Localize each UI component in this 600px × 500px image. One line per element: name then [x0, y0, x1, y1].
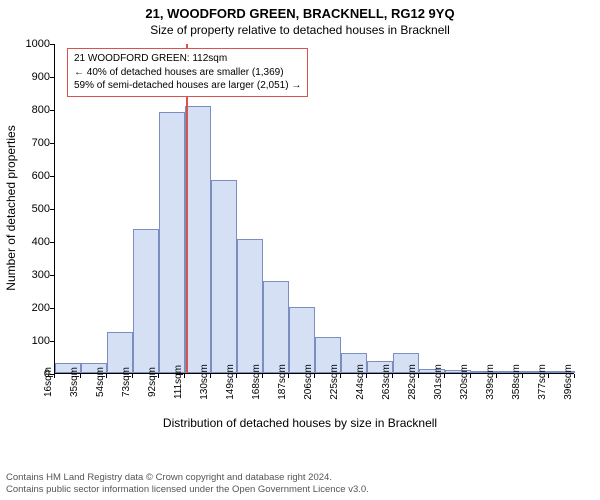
histogram-bar [211, 180, 237, 373]
info-line-1: 21 WOODFORD GREEN: 112sqm [74, 52, 301, 66]
x-axis-label: Distribution of detached houses by size … [0, 416, 600, 430]
y-tick-label: 800 [10, 104, 50, 116]
x-tick-label: 130sqm [199, 364, 210, 400]
histogram-bar [237, 239, 263, 373]
x-tick-label: 282sqm [407, 364, 418, 400]
histogram-bar [159, 112, 185, 373]
info-line-2: ← 40% of detached houses are smaller (1,… [74, 66, 301, 80]
y-tick-label: 600 [10, 170, 50, 182]
y-tick-label: 300 [10, 269, 50, 281]
x-tick-label: 187sqm [277, 364, 288, 400]
footer-line-1: Contains HM Land Registry data © Crown c… [6, 472, 369, 484]
y-tick-label: 100 [10, 335, 50, 347]
x-tick-mark [106, 374, 107, 378]
x-tick-mark [548, 374, 549, 378]
info-box: 21 WOODFORD GREEN: 112sqm ← 40% of detac… [67, 48, 308, 97]
x-tick-label: 73sqm [121, 367, 132, 397]
page-title: 21, WOODFORD GREEN, BRACKNELL, RG12 9YQ [0, 0, 600, 21]
x-tick-mark [236, 374, 237, 378]
x-tick-mark [340, 374, 341, 378]
x-tick-mark [418, 374, 419, 378]
x-tick-mark [470, 374, 471, 378]
x-tick-label: 377sqm [537, 364, 548, 400]
x-tick-mark [392, 374, 393, 378]
x-tick-label: 92sqm [147, 367, 158, 397]
x-tick-mark [54, 374, 55, 378]
x-tick-label: 263sqm [381, 364, 392, 400]
x-tick-label: 111sqm [173, 365, 184, 399]
info-line-3: 59% of semi-detached houses are larger (… [74, 79, 301, 93]
x-tick-mark [262, 374, 263, 378]
footer-line-2: Contains public sector information licen… [6, 484, 369, 496]
y-tick-label: 700 [10, 137, 50, 149]
x-tick-label: 320sqm [459, 364, 470, 400]
x-tick-mark [314, 374, 315, 378]
x-tick-label: 339sqm [485, 364, 496, 400]
x-tick-label: 244sqm [355, 364, 366, 400]
x-tick-label: 396sqm [563, 364, 574, 400]
y-tick-label: 500 [10, 203, 50, 215]
x-tick-label: 358sqm [511, 364, 522, 400]
x-tick-mark [574, 374, 575, 378]
x-tick-mark [366, 374, 367, 378]
x-tick-label: 301sqm [433, 364, 444, 400]
x-tick-mark [158, 374, 159, 378]
y-tick-label: 400 [10, 236, 50, 248]
y-tick-label: 900 [10, 71, 50, 83]
y-axis-label: Number of detached properties [4, 43, 18, 208]
x-tick-label: 168sqm [251, 364, 262, 400]
footer-attribution: Contains HM Land Registry data © Crown c… [6, 472, 369, 496]
x-tick-mark [210, 374, 211, 378]
x-tick-label: 149sqm [225, 364, 236, 400]
histogram-bar [263, 281, 289, 373]
y-tick-label: 200 [10, 302, 50, 314]
histogram-bar [289, 307, 315, 373]
x-tick-label: 225sqm [329, 364, 340, 400]
y-tick-label: 1000 [10, 38, 50, 50]
histogram-bar [133, 229, 159, 373]
x-tick-mark [80, 374, 81, 378]
x-tick-label: 54sqm [95, 367, 106, 397]
x-tick-label: 16sqm [43, 367, 54, 397]
x-tick-mark [522, 374, 523, 378]
x-tick-mark [184, 374, 185, 378]
histogram-chart: Number of detached properties 0100200300… [0, 38, 600, 436]
histogram-bar [185, 106, 211, 373]
x-tick-mark [496, 374, 497, 378]
x-tick-mark [444, 374, 445, 378]
x-tick-label: 206sqm [303, 364, 314, 400]
x-tick-label: 35sqm [69, 367, 80, 397]
plot-area: 21 WOODFORD GREEN: 112sqm ← 40% of detac… [54, 44, 574, 374]
x-tick-mark [132, 374, 133, 378]
page-subtitle: Size of property relative to detached ho… [0, 21, 600, 37]
x-tick-mark [288, 374, 289, 378]
